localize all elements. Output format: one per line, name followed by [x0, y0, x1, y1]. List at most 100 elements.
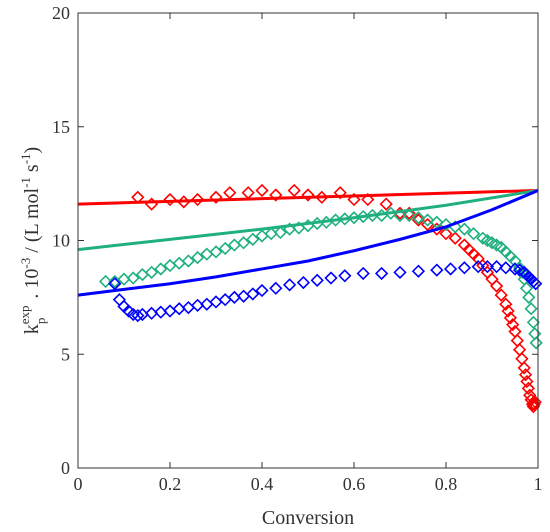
y-tick-label: 10 — [52, 231, 70, 251]
diamond-point — [356, 266, 370, 281]
diamond-point — [126, 271, 140, 285]
diamond-point — [393, 208, 407, 223]
diamond-point — [255, 283, 269, 298]
y-label-unit-mid: s — [21, 164, 43, 177]
diamond-point — [411, 264, 426, 278]
diamond-point — [520, 374, 534, 389]
y-label-k: k — [21, 324, 43, 334]
diamond-point — [361, 192, 375, 207]
diamond-point — [154, 262, 168, 276]
y-tick-label: 15 — [52, 117, 70, 137]
diamond-point — [494, 288, 508, 302]
diamond-point — [172, 256, 186, 270]
diamond-point — [522, 290, 536, 305]
diamond-point — [430, 215, 444, 229]
diamond-point — [528, 395, 542, 409]
diamond-point — [512, 343, 527, 357]
diamond-point — [255, 183, 269, 198]
y-label-sub-p: p — [33, 318, 48, 325]
diamond-point — [246, 287, 260, 301]
diamond-point — [517, 361, 531, 375]
plot-marks — [77, 183, 543, 414]
diamond-point — [241, 186, 255, 200]
diamond-point — [411, 211, 426, 225]
diamond-point — [218, 293, 232, 307]
diamond-point — [466, 227, 481, 241]
diamond-point — [273, 225, 288, 240]
diamond-point — [457, 222, 472, 236]
diamond-point — [393, 265, 407, 279]
diamond-point — [236, 236, 251, 250]
y-label-unit-close: ) — [21, 147, 43, 154]
diamond-point — [282, 278, 297, 292]
x-axis-label: Conversion — [262, 507, 354, 529]
diamond-point — [181, 254, 196, 268]
diamond-point — [310, 273, 324, 287]
diamond-point — [448, 231, 462, 245]
diamond-point — [163, 192, 177, 207]
y-tick-label: 5 — [61, 344, 70, 364]
diamond-point — [420, 213, 435, 227]
scatter-series-0 — [131, 183, 542, 414]
fit-line-1 — [77, 188, 539, 252]
diamond-point — [439, 217, 453, 232]
fit-line-2 — [77, 189, 539, 297]
diamond-point — [430, 263, 444, 277]
diamond-point — [144, 197, 159, 211]
y-label-sup-exp: exp — [17, 305, 32, 324]
diamond-point — [209, 295, 223, 309]
diamond-point — [223, 186, 237, 200]
y-tick-label: 20 — [52, 3, 70, 23]
diamond-point — [529, 277, 543, 291]
diamond-point — [144, 265, 159, 279]
diamond-point — [508, 262, 522, 276]
diamond-point — [324, 271, 338, 285]
diamond-point — [501, 304, 515, 318]
diamond-point — [209, 245, 223, 259]
scatter-series-2 — [108, 260, 543, 323]
x-tick-label: 0.4 — [251, 474, 274, 494]
diamond-point — [489, 279, 504, 293]
diamond-point — [521, 381, 535, 396]
diamond-point — [510, 333, 524, 348]
diamond-point — [209, 190, 223, 204]
diamond-point — [480, 260, 495, 274]
diamond-point — [333, 186, 347, 200]
diamond-point — [338, 269, 352, 283]
diamond-point — [126, 307, 140, 322]
diamond-point — [190, 250, 205, 265]
diamond-point — [218, 241, 232, 256]
diamond-point — [499, 297, 513, 311]
y-label-sup-exp2: -3 — [18, 258, 33, 269]
diamond-point — [374, 266, 389, 281]
y-label-unit-open: / (L mol — [21, 187, 43, 257]
diamond-point — [269, 281, 283, 295]
diamond-point — [98, 274, 113, 289]
diamond-point — [529, 336, 543, 350]
diamond-point — [287, 183, 301, 198]
y-label-sup-exp3: -1 — [18, 177, 33, 188]
diamond-point — [246, 232, 260, 246]
y-label-mid: . 10 — [21, 269, 43, 304]
diamond-point — [489, 260, 504, 274]
diamond-point — [411, 213, 426, 227]
diamond-point — [526, 315, 541, 330]
diamond-point — [112, 293, 127, 307]
diamond-point — [457, 261, 472, 275]
diamond-point — [471, 260, 485, 274]
fit-line-0 — [77, 188, 539, 206]
x-tick-label: 0 — [74, 474, 83, 494]
diamond-point — [301, 188, 315, 202]
x-tick-label: 0.6 — [343, 474, 366, 494]
diamond-point — [402, 208, 416, 223]
diamond-point — [518, 368, 533, 382]
y-tick-label: 0 — [61, 458, 70, 478]
diamond-point — [269, 188, 283, 202]
diamond-point — [515, 352, 529, 366]
diamond-point — [499, 261, 513, 275]
diamond-point — [379, 197, 393, 211]
y-label-sup-exp4: -1 — [18, 153, 33, 164]
y-axis-label: kexpp . 10-3 / (L mol-1 s-1) — [17, 147, 48, 334]
